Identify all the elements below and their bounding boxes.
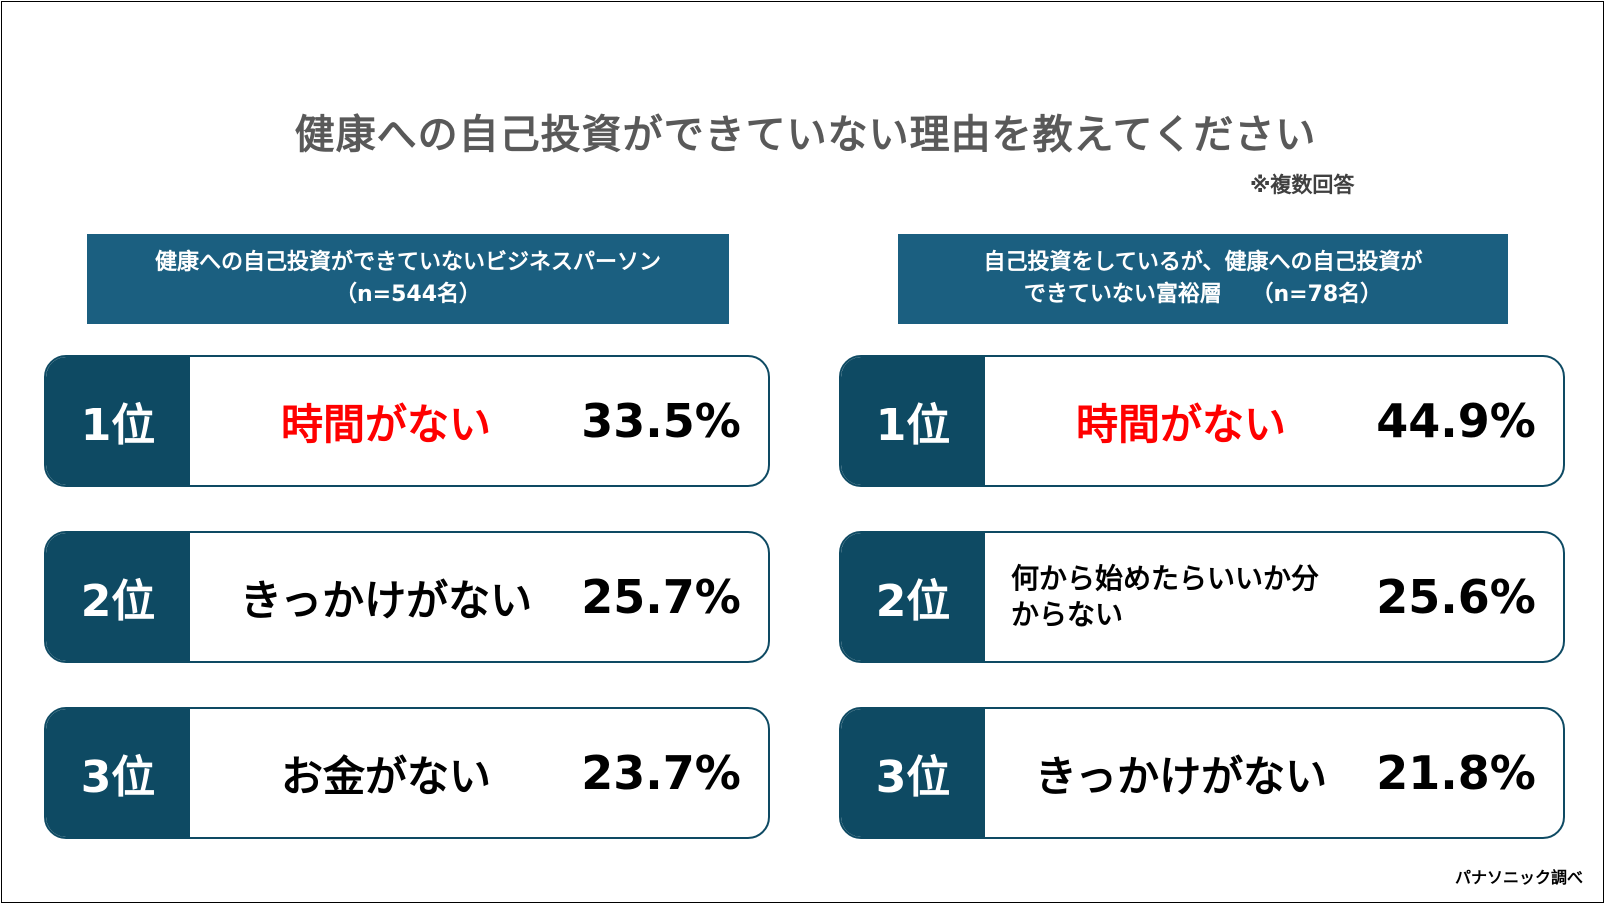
right-rank-row-3: 3位 きっかけがない 21.8% xyxy=(839,707,1565,839)
reason-label: 何から始めたらいいか分からない xyxy=(1011,562,1320,631)
right-group-header: 自己投資をしているが、健康への自己投資が できていない富裕層 （n=78名） xyxy=(898,234,1508,324)
reason-label: きっかけがない xyxy=(1034,751,1328,801)
reason-label: 時間がない xyxy=(1075,399,1286,449)
reason-label: きっかけがない xyxy=(239,575,533,625)
slide-title: 健康への自己投資ができていない理由を教えてください xyxy=(294,112,1317,158)
percent-value: 25.6% xyxy=(1376,570,1536,624)
percent-value: 33.5% xyxy=(581,394,741,448)
rank-badge: 3位 xyxy=(841,709,985,837)
rank-badge: 1位 xyxy=(841,357,985,485)
percent-value: 23.7% xyxy=(581,746,741,800)
left-rank-row-1: 1位 時間がない 33.5% xyxy=(44,355,770,487)
right-header-line2: できていない富裕層 （n=78名） xyxy=(1023,282,1383,307)
rank-badge: 2位 xyxy=(841,533,985,661)
rank-badge: 1位 xyxy=(46,357,190,485)
percent-value: 44.9% xyxy=(1376,394,1536,448)
percent-value: 21.8% xyxy=(1376,746,1536,800)
left-header-line2: （n=544名） xyxy=(334,282,482,307)
left-rank-row-3: 3位 お金がない 23.7% xyxy=(44,707,770,839)
percent-value: 25.7% xyxy=(581,570,741,624)
left-rank-row-2: 2位 きっかけがない 25.7% xyxy=(44,531,770,663)
right-rank-row-2: 2位 何から始めたらいいか分からない 25.6% xyxy=(839,531,1565,663)
rank-badge: 3位 xyxy=(46,709,190,837)
left-group-header: 健康への自己投資ができていないビジネスパーソン （n=544名） xyxy=(87,234,729,324)
left-header-line1: 健康への自己投資ができていないビジネスパーソン xyxy=(154,250,661,275)
multiple-answer-note: ※複数回答 xyxy=(1250,173,1355,197)
reason-label: お金がない xyxy=(280,751,491,801)
source-credit: パナソニック調べ xyxy=(1454,868,1583,887)
rank-badge: 2位 xyxy=(46,533,190,661)
reason-label: 時間がない xyxy=(280,399,491,449)
right-header-line1: 自己投資をしているが、健康への自己投資が xyxy=(983,250,1423,275)
right-rank-row-1: 1位 時間がない 44.9% xyxy=(839,355,1565,487)
